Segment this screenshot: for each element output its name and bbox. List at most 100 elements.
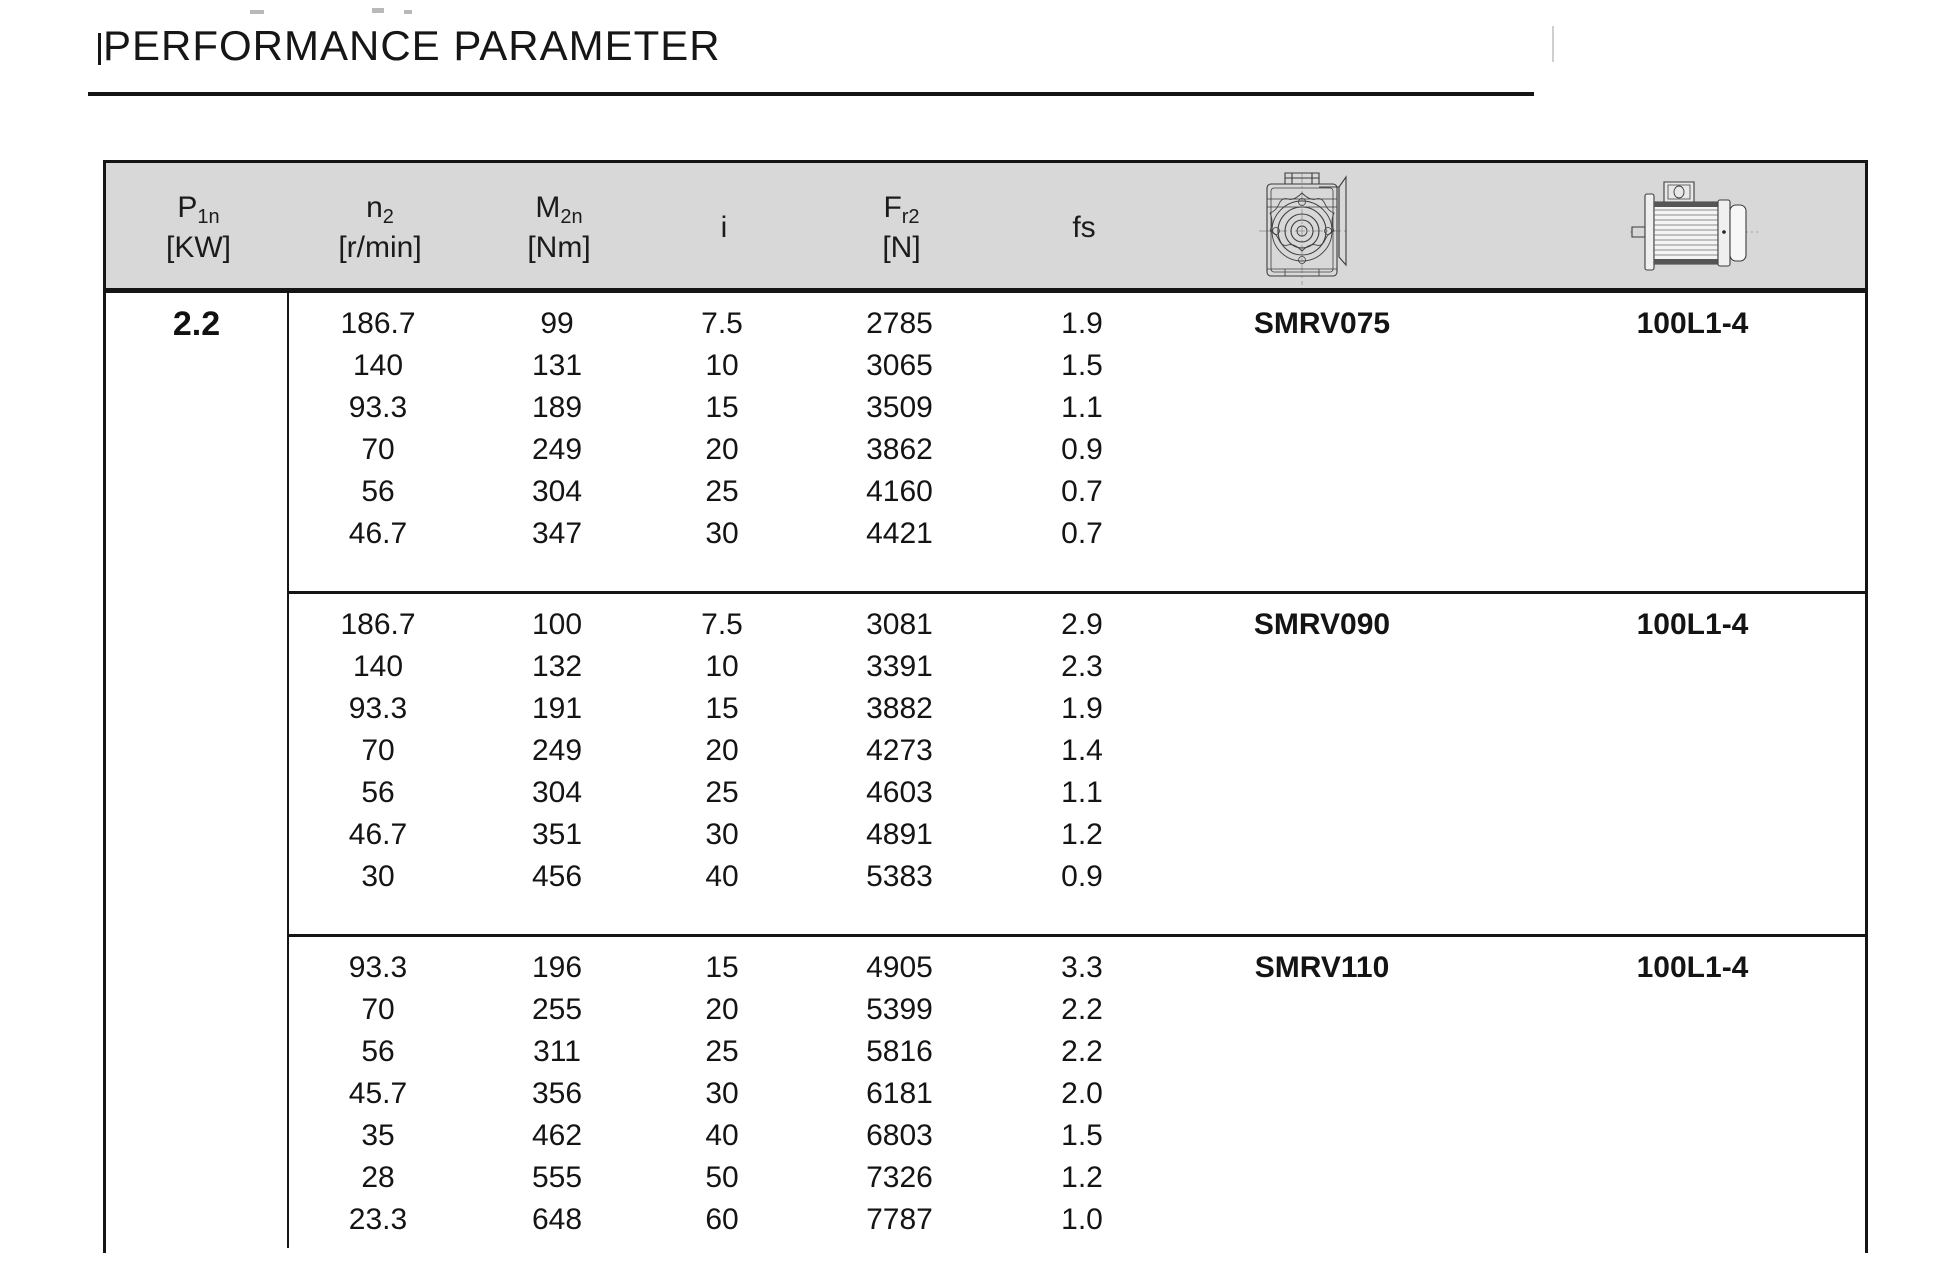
- scan-mark: [98, 33, 101, 65]
- table-cell: 10: [705, 650, 739, 683]
- table-cell: 6181: [866, 1077, 933, 1110]
- header-m2n-symbol: M2n: [535, 191, 583, 228]
- table-row: 46.7 347 30 4421 0.7: [289, 513, 1865, 555]
- table-cell: 356: [531, 1077, 583, 1110]
- table-row: 70 249 20 3862 0.9: [289, 429, 1865, 471]
- table-cell: 25: [705, 475, 739, 508]
- table-cell: 7326: [866, 1161, 933, 1194]
- table-cell: 1.2: [1061, 1161, 1103, 1194]
- table-cell: 1.1: [1061, 391, 1103, 424]
- table-cell: 56: [361, 776, 395, 809]
- header-p1n-symbol: P1n: [177, 191, 220, 228]
- table-cell: 140: [352, 650, 404, 683]
- header-p1n: P1n [KW]: [106, 188, 291, 268]
- table-cell: 1.2: [1061, 818, 1103, 851]
- table-cell: 2.2: [1061, 993, 1103, 1026]
- table-cell: 140: [352, 349, 404, 382]
- header-n2-unit: [r/min]: [338, 231, 422, 264]
- table-cell: 196: [531, 951, 583, 984]
- table-cell: 7787: [866, 1203, 933, 1236]
- table-cell: 15: [705, 692, 739, 725]
- table-cell: 2.0: [1061, 1077, 1103, 1110]
- table-cell: 4273: [866, 734, 933, 767]
- table-cell: 1.5: [1061, 1119, 1103, 1152]
- table-cell: 46.7: [348, 517, 408, 550]
- table-body-groups: 186.7 99 7.5 2785 1.9 SMRV075 100L1-4 140 131 10 3…: [289, 293, 1865, 1248]
- table-cell: 20: [705, 433, 739, 466]
- table-cell: 30: [361, 860, 395, 893]
- title-underline: [88, 92, 1534, 96]
- header-i-symbol: i: [720, 211, 728, 244]
- table-cell: 311: [533, 1035, 581, 1068]
- table-cell: 1.9: [1061, 307, 1103, 340]
- motor-designation-cell: 100L1-4: [1636, 951, 1749, 984]
- ratio-group-SMRV075: 186.7 99 7.5 2785 1.9 SMRV075 100L1-4 140 131 10 3…: [289, 293, 1865, 591]
- gearbox-model-cell: SMRV075: [1253, 307, 1391, 340]
- table-cell: 10: [705, 349, 739, 382]
- table-cell: 5816: [866, 1035, 933, 1068]
- table-cell: 351: [531, 818, 583, 851]
- header-fs-symbol: fs: [1072, 211, 1096, 244]
- gearbox-model-cell: SMRV110: [1254, 951, 1390, 984]
- table-cell: 0.7: [1061, 475, 1103, 508]
- table-cell: 15: [705, 391, 739, 424]
- p1n-value: 2.2: [172, 305, 221, 343]
- table-cell: 93.3: [348, 391, 408, 424]
- table-row: 35 462 40 6803 1.5: [289, 1115, 1865, 1157]
- table-cell: 1.4: [1061, 734, 1103, 767]
- table-cell: 3065: [866, 349, 933, 382]
- table-cell: 60: [705, 1203, 739, 1236]
- gearbox-icon: [1255, 169, 1355, 287]
- table-row: 56 304 25 4160 0.7: [289, 471, 1865, 513]
- table-row: 28 555 50 7326 1.2: [289, 1157, 1865, 1199]
- table-cell: 347: [531, 517, 583, 550]
- table-cell: 3509: [866, 391, 933, 424]
- table-row: 140 132 10 3391 2.3: [289, 646, 1865, 688]
- scan-smudge: [372, 8, 384, 13]
- header-fr2-symbol: Fr2: [883, 191, 920, 228]
- table-row: 56 311 25 5816 2.2: [289, 1031, 1865, 1073]
- table-cell: 7.5: [701, 307, 743, 340]
- header-n2-symbol: n2: [366, 191, 394, 228]
- table-cell: 30: [705, 517, 739, 550]
- table-cell: 456: [531, 860, 583, 893]
- table-cell: 56: [361, 1035, 395, 1068]
- table-header: P1n [KW] n2 [r/min] M2n [Nm] i Fr2 [N] f…: [106, 163, 1865, 293]
- header-fr2: Fr2 [N]: [799, 188, 1004, 268]
- table-cell: 3081: [866, 608, 933, 641]
- table-cell: 249: [531, 433, 583, 466]
- table-cell: 555: [531, 1161, 583, 1194]
- table-row: 186.7 99 7.5 2785 1.9 SMRV075 100L1-4: [289, 303, 1865, 345]
- page-title: PERFORMANCE PARAMETER: [103, 22, 721, 69]
- table-cell: 1.1: [1061, 776, 1103, 809]
- table-cell: 191: [531, 692, 583, 725]
- table-cell: 3.3: [1061, 951, 1103, 984]
- table-row: 70 249 20 4273 1.4: [289, 730, 1865, 772]
- table-cell: 45.7: [348, 1077, 408, 1110]
- table-row: 30 456 40 5383 0.9: [289, 856, 1865, 898]
- table-cell: 35: [361, 1119, 395, 1152]
- table-cell: 7.5: [701, 608, 743, 641]
- table-cell: 40: [705, 860, 739, 893]
- motor-designation-cell: 100L1-4: [1636, 307, 1749, 340]
- table-cell: 462: [531, 1119, 583, 1152]
- table-row: 140 131 10 3065 1.5: [289, 345, 1865, 387]
- group-separator: [289, 591, 1865, 594]
- table-row: 45.7 356 30 6181 2.0: [289, 1073, 1865, 1115]
- table-row: 93.3 196 15 4905 3.3 SMRV110 100L1-4: [289, 947, 1865, 989]
- table-cell: 4891: [866, 818, 933, 851]
- p1n-value-cell: 2.2: [106, 293, 289, 1248]
- header-motor-column: [1484, 163, 1865, 293]
- table-cell: 23.3: [348, 1203, 408, 1236]
- scan-mark: [1552, 26, 1554, 62]
- table-cell: 1.5: [1061, 349, 1103, 382]
- table-cell: 2785: [866, 307, 933, 340]
- table-cell: 20: [705, 993, 739, 1026]
- header-p1n-unit: [KW]: [166, 231, 231, 264]
- table-row: 186.7 100 7.5 3081 2.9 SMRV090 100L1-4: [289, 604, 1865, 646]
- table-cell: 249: [531, 734, 583, 767]
- table-cell: 93.3: [348, 951, 408, 984]
- gearbox-model-cell: SMRV090: [1253, 608, 1391, 641]
- table-cell: 28: [361, 1161, 395, 1194]
- table-cell: 40: [705, 1119, 739, 1152]
